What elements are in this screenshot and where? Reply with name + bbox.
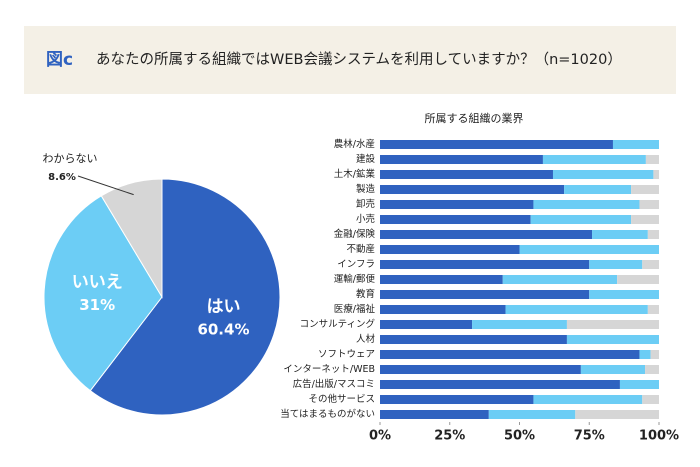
leader-line bbox=[77, 175, 134, 196]
bar-segment bbox=[566, 320, 659, 329]
y-tick-label: インフラ bbox=[337, 259, 375, 270]
y-tick-label: 人材 bbox=[356, 333, 376, 345]
bar-segment bbox=[380, 275, 503, 284]
y-tick-label: 農林/水産 bbox=[334, 138, 375, 150]
y-tick-label: 卸売 bbox=[356, 198, 375, 210]
bar-segment bbox=[592, 230, 648, 239]
bar-segment bbox=[380, 350, 640, 359]
slice-label: はい bbox=[206, 297, 240, 317]
y-tick-label: 運輸/郵便 bbox=[334, 273, 376, 285]
y-tick-label: その他サービス bbox=[308, 393, 375, 405]
y-tick-label: インターネット/WEB bbox=[283, 364, 375, 375]
pie-slice bbox=[89, 178, 281, 416]
bar-segment bbox=[380, 335, 567, 344]
y-tick-label: 土木/鉱業 bbox=[334, 168, 376, 180]
bar-segment bbox=[380, 290, 590, 299]
bar-segment bbox=[617, 275, 659, 284]
bar-segment bbox=[472, 320, 567, 329]
bar-segment bbox=[380, 395, 534, 404]
bar-segment bbox=[564, 185, 632, 194]
bar-title: 所属する組織の業界 bbox=[425, 112, 524, 125]
bar-segment bbox=[647, 230, 659, 239]
bar-segment bbox=[380, 260, 590, 269]
y-tick-label: ソフトウェア bbox=[318, 349, 375, 360]
figure-label: 図c bbox=[46, 50, 73, 70]
bar-segment bbox=[380, 170, 553, 179]
bar-segment bbox=[575, 410, 659, 419]
slice-value: 31% bbox=[79, 296, 115, 314]
bar-segment bbox=[542, 155, 646, 164]
bar-segment bbox=[380, 155, 543, 164]
slice-label: わからない bbox=[43, 152, 98, 165]
y-tick-label: 小売 bbox=[356, 213, 375, 225]
bar-segment bbox=[631, 215, 659, 224]
bar-segment bbox=[380, 320, 473, 329]
bar-segment bbox=[642, 395, 659, 404]
bar-segment bbox=[566, 335, 659, 344]
bar-segment bbox=[580, 365, 646, 374]
bar-segment bbox=[380, 200, 534, 209]
bar-segment bbox=[642, 260, 659, 269]
bar-segment bbox=[552, 170, 654, 179]
bar-segment bbox=[380, 185, 565, 194]
bar-segment bbox=[589, 290, 659, 299]
slice-value: 8.6% bbox=[48, 172, 76, 183]
bar-segment bbox=[533, 200, 640, 209]
bar-segment bbox=[639, 200, 659, 209]
y-tick-label: 建設 bbox=[356, 153, 376, 165]
bar-segment bbox=[612, 140, 659, 149]
bar-segment bbox=[533, 395, 643, 404]
bar-segment bbox=[650, 350, 659, 359]
bar-segment bbox=[502, 275, 618, 284]
bar-segment bbox=[488, 410, 576, 419]
slice-label: いいえ bbox=[72, 272, 123, 292]
x-tick-label: 100% bbox=[639, 429, 679, 444]
x-tick-label: 50% bbox=[504, 429, 535, 444]
pie-slice bbox=[43, 195, 163, 392]
bar-segment bbox=[647, 305, 659, 314]
bar-segment bbox=[589, 260, 643, 269]
bar-segment bbox=[639, 350, 651, 359]
y-tick-label: 製造 bbox=[356, 183, 376, 195]
slice-value: 60.4% bbox=[197, 320, 249, 338]
bar-segment bbox=[380, 230, 593, 239]
bar-segment bbox=[380, 140, 613, 149]
y-tick-label: 金融/保険 bbox=[334, 228, 376, 240]
bar-segment bbox=[380, 380, 620, 389]
bar-segment bbox=[380, 365, 581, 374]
pie-slice bbox=[100, 178, 163, 299]
bar-segment bbox=[619, 380, 659, 389]
header-band bbox=[24, 26, 676, 94]
y-tick-label: 不動産 bbox=[346, 243, 375, 255]
bar-segment bbox=[519, 245, 659, 254]
bar-segment bbox=[505, 305, 648, 314]
bar-segment bbox=[645, 365, 659, 374]
bar-segment bbox=[631, 185, 659, 194]
bar-segment bbox=[380, 215, 531, 224]
y-tick-label: 当てはまるものがない bbox=[280, 408, 375, 420]
bar-segment bbox=[380, 305, 506, 314]
bar-segment bbox=[653, 170, 659, 179]
x-tick-label: 0% bbox=[369, 429, 391, 444]
y-tick-label: 教育 bbox=[356, 288, 375, 300]
y-tick-label: 医療/福祉 bbox=[334, 303, 376, 315]
x-tick-label: 75% bbox=[574, 429, 605, 444]
bar-segment bbox=[530, 215, 632, 224]
page-title: あなたの所属する組織ではWEB会議システムを利用していますか？（n=1020） bbox=[96, 50, 622, 68]
y-tick-label: 広告/出版/マスコミ bbox=[293, 378, 375, 390]
y-tick-label: コンサルティング bbox=[300, 318, 376, 330]
x-tick-label: 25% bbox=[434, 429, 465, 444]
bar-segment bbox=[380, 410, 489, 419]
bar-segment bbox=[645, 155, 659, 164]
bar-segment bbox=[380, 245, 520, 254]
